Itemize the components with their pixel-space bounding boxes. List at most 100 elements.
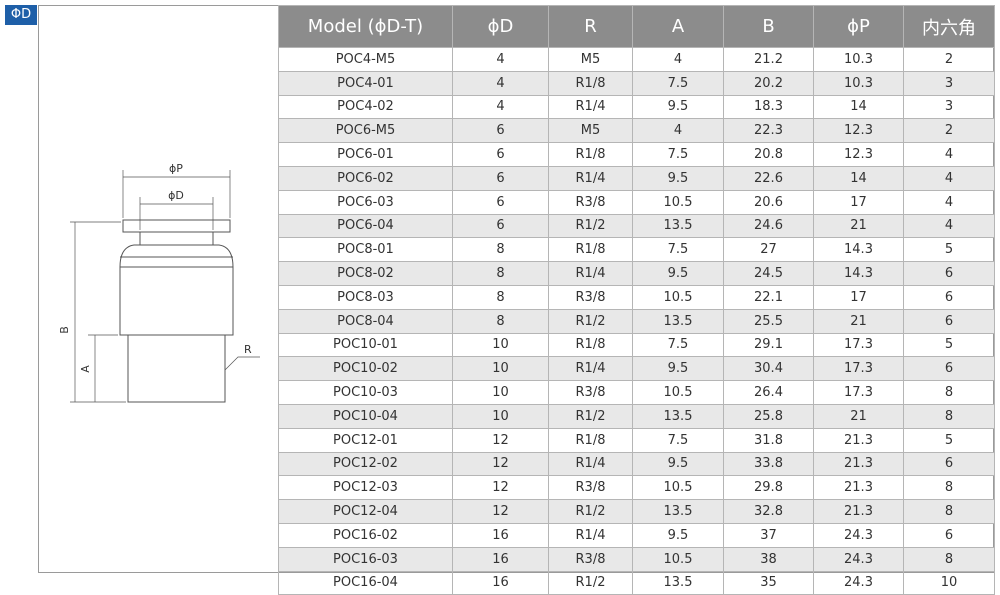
table-cell: POC8-01: [278, 237, 453, 263]
table-cell: 14: [813, 94, 904, 120]
table-cell: 10.5: [632, 284, 724, 310]
table-cell: 32.8: [723, 499, 814, 524]
table-cell: 6: [452, 189, 549, 215]
table-cell: 7.5: [632, 142, 724, 167]
table-cell: 13.5: [632, 308, 724, 334]
table-row: POC8-02 8 R1/4 9.5 24.5 14.3 6: [278, 261, 995, 286]
table-cell: 3: [903, 94, 995, 120]
table-cell: 13.5: [632, 213, 724, 239]
table-cell: 21: [813, 308, 904, 334]
table-cell: 22.1: [723, 284, 814, 310]
table-cell: 4: [452, 70, 549, 96]
dim-label: B: [58, 326, 71, 334]
table-cell: 22.6: [723, 165, 814, 191]
table-cell: 6: [452, 213, 549, 239]
table-cell: 31.8: [723, 427, 814, 453]
technical-drawing: ϕP ϕD B A R: [58, 162, 260, 403]
table-cell: POC12-03: [278, 475, 453, 501]
table-cell: 10: [452, 380, 549, 405]
table-cell: 26.4: [723, 380, 814, 405]
header-cell: R: [548, 5, 633, 48]
table-cell: R1/4: [548, 165, 633, 191]
table-cell: 35: [723, 570, 814, 595]
table-cell: 10.5: [632, 189, 724, 215]
table-row: POC6-04 6 R1/2 13.5 24.6 21 4: [278, 213, 995, 239]
table-cell: 16: [452, 522, 549, 548]
table-cell: 7.5: [632, 70, 724, 96]
table-row: POC4-01 4 R1/8 7.5 20.2 10.3 3: [278, 70, 995, 96]
table-cell: R1/8: [548, 70, 633, 96]
table-cell: 12: [452, 475, 549, 501]
table-cell: 27: [723, 237, 814, 263]
table-cell: 12: [452, 427, 549, 453]
table-cell: 6: [452, 118, 549, 144]
table-cell: 16: [452, 570, 549, 595]
table-cell: 17.3: [813, 356, 904, 382]
table-cell: POC12-04: [278, 499, 453, 524]
table-row: POC6-M5 6 M5 4 22.3 12.3 2: [278, 118, 995, 144]
table-cell: 5: [903, 332, 995, 358]
table-cell: 14.3: [813, 237, 904, 263]
table-cell: 4: [632, 47, 724, 72]
table-cell: POC12-01: [278, 427, 453, 453]
table-cell: 20.8: [723, 142, 814, 167]
table-cell: 24.3: [813, 522, 904, 548]
table-cell: 10.5: [632, 475, 724, 501]
table-cell: 29.8: [723, 475, 814, 501]
table-cell: 8: [903, 403, 995, 429]
header-cell: 内六角: [903, 5, 995, 48]
dim-label: ϕP: [169, 162, 183, 175]
table-cell: 25.5: [723, 308, 814, 334]
table-cell: POC10-04: [278, 403, 453, 429]
table-cell: POC6-01: [278, 142, 453, 167]
table-cell: 8: [903, 380, 995, 405]
table-cell: POC8-04: [278, 308, 453, 334]
table-row: POC16-04 16 R1/2 13.5 35 24.3 10: [278, 570, 995, 595]
dim-label: R: [244, 343, 252, 356]
table-cell: R1/8: [548, 332, 633, 358]
table-cell: 6: [903, 356, 995, 382]
table-row: POC12-04 12 R1/2 13.5 32.8 21.3 8: [278, 499, 995, 524]
table-cell: 10.3: [813, 70, 904, 96]
table-cell: 10: [452, 332, 549, 358]
table-cell: 12: [452, 499, 549, 524]
table-cell: POC8-02: [278, 261, 453, 286]
table-cell: 20.2: [723, 70, 814, 96]
table-cell: 5: [903, 237, 995, 263]
table-cell: 21.3: [813, 451, 904, 477]
table-cell: 24.6: [723, 213, 814, 239]
table-cell: 10: [903, 570, 995, 595]
table-row: POC12-02 12 R1/4 9.5 33.8 21.3 6: [278, 451, 995, 477]
table-cell: 9.5: [632, 94, 724, 120]
header-cell: ϕP: [813, 5, 904, 48]
table-cell: R1/4: [548, 451, 633, 477]
table-cell: POC16-02: [278, 522, 453, 548]
table-cell: 10.5: [632, 546, 724, 572]
table-cell: 4: [903, 189, 995, 215]
table-cell: 6: [903, 261, 995, 286]
table-cell: 6: [903, 308, 995, 334]
table-cell: 4: [903, 165, 995, 191]
table-cell: 24.3: [813, 546, 904, 572]
table-cell: 5: [903, 427, 995, 453]
table-row: POC10-03 10 R3/8 10.5 26.4 17.3 8: [278, 380, 995, 405]
table-cell: POC10-01: [278, 332, 453, 358]
table-row: POC8-01 8 R1/8 7.5 27 14.3 5: [278, 237, 995, 263]
table-cell: 8: [452, 237, 549, 263]
table-cell: POC6-02: [278, 165, 453, 191]
table-cell: 6: [903, 522, 995, 548]
table-row: POC8-03 8 R3/8 10.5 22.1 17 6: [278, 284, 995, 310]
table-cell: 9.5: [632, 451, 724, 477]
table-cell: 21: [813, 403, 904, 429]
table-cell: 17: [813, 189, 904, 215]
table-cell: 25.8: [723, 403, 814, 429]
table-cell: POC6-04: [278, 213, 453, 239]
table-cell: POC4-M5: [278, 47, 453, 72]
table-cell: 16: [452, 546, 549, 572]
table-cell: POC16-03: [278, 546, 453, 572]
table-cell: 10: [452, 403, 549, 429]
table-cell: POC12-02: [278, 451, 453, 477]
table-cell: M5: [548, 118, 633, 144]
table-cell: 8: [452, 284, 549, 310]
